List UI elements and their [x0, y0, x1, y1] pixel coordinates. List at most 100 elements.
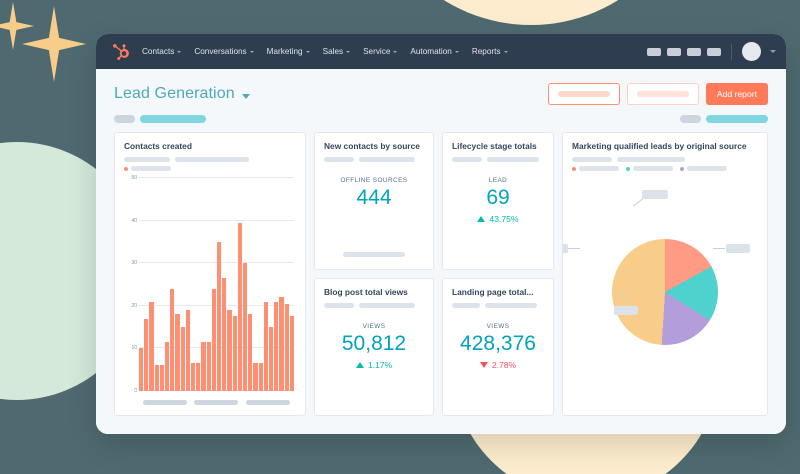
card-title: Contacts created [124, 141, 192, 151]
chart-bar[interactable] [274, 301, 279, 391]
nav-item-service[interactable]: Service [363, 47, 398, 56]
pie-label-placeholder-bottom [614, 306, 638, 315]
chart-bar[interactable] [165, 342, 170, 391]
nav-item-automation[interactable]: Automation [410, 47, 459, 56]
x-label-placeholder [194, 400, 239, 405]
chart-gridline [139, 304, 294, 306]
nav-action-placeholder-4[interactable] [707, 47, 721, 56]
button-label-placeholder [636, 91, 689, 97]
legend-item[interactable] [626, 166, 673, 171]
card-mql-by-original-source[interactable]: Marketing qualified leads by original so… [562, 132, 768, 416]
chevron-down-icon [177, 50, 182, 53]
dashboard-grid: Contacts created 0 10 20 30 40 50 [114, 132, 768, 434]
nav-item-label: Automation [410, 47, 452, 56]
filter-group-right[interactable] [680, 115, 768, 123]
legend-item[interactable] [572, 166, 619, 171]
chart-bar[interactable] [175, 314, 180, 391]
chart-bar[interactable] [180, 327, 185, 391]
page-title-row: Lead Generation Add report [114, 69, 768, 115]
chart-bar[interactable] [211, 288, 217, 391]
chart-bar[interactable] [237, 222, 243, 391]
nav-item-contacts[interactable]: Contacts [142, 47, 182, 56]
chart-bar[interactable] [139, 348, 144, 391]
card-landing-page-total-views[interactable]: Landing page total... VIEWS 428,376 2.78… [442, 278, 554, 416]
card-subtitle-placeholder [572, 157, 758, 162]
chart-bar[interactable] [232, 316, 237, 391]
secondary-action-button-1[interactable] [547, 83, 620, 105]
kpi-footer-placeholder [343, 252, 405, 257]
chart-bar[interactable] [154, 365, 159, 391]
kpi-delta-value: 43.75% [489, 214, 519, 225]
chart-bar[interactable] [206, 342, 211, 391]
chart-y-tick: 20 [131, 302, 137, 309]
nav-item-list: Contacts Conversations Marketing Sales S… [142, 47, 508, 56]
chart-bar[interactable] [263, 301, 269, 391]
nav-item-marketing[interactable]: Marketing [267, 47, 310, 56]
chart-bar[interactable] [248, 314, 253, 391]
chart-gridline [139, 347, 294, 349]
chart-bar[interactable] [243, 263, 248, 391]
chart-bar[interactable] [144, 318, 149, 391]
card-title: Lifecycle stage totals [452, 141, 537, 151]
secondary-action-button-2[interactable] [626, 83, 699, 105]
placeholder-bar [452, 157, 482, 162]
placeholder-bar [324, 157, 354, 162]
placeholder-bar [324, 303, 354, 308]
card-lifecycle-stage-totals[interactable]: Lifecycle stage totals LEAD 69 43.75% [442, 132, 554, 270]
hubspot-sprocket-icon[interactable] [110, 42, 130, 62]
chart-bar[interactable] [217, 241, 222, 391]
chart-bar[interactable] [159, 365, 165, 391]
chevron-down-icon[interactable] [241, 93, 250, 99]
chart-bar[interactable] [196, 363, 201, 391]
avatar[interactable] [742, 42, 761, 61]
nav-item-reports[interactable]: Reports [472, 47, 508, 56]
chart-bar[interactable] [191, 363, 196, 391]
filter-label-placeholder [114, 115, 135, 123]
card-contacts-created[interactable]: Contacts created 0 10 20 30 40 50 [114, 132, 306, 416]
card-new-contacts-by-source[interactable]: New contacts by source OFFLINE SOURCES 4… [314, 132, 434, 270]
legend-item[interactable] [124, 166, 171, 171]
filter-value-placeholder[interactable] [706, 115, 768, 123]
kpi-value: 69 [486, 186, 510, 209]
chart-bar[interactable] [201, 342, 206, 391]
chart-bar[interactable] [253, 363, 258, 391]
placeholder-bar [617, 157, 685, 162]
add-report-button[interactable]: Add report [705, 83, 768, 105]
card-blog-post-total-views[interactable]: Blog post total views VIEWS 50,812 1.17% [314, 278, 434, 416]
nav-item-sales[interactable]: Sales [323, 47, 351, 56]
placeholder-bar [452, 303, 480, 308]
nav-action-placeholder-3[interactable] [687, 47, 701, 56]
chart-bar[interactable] [269, 327, 274, 391]
card-subtitle-placeholder [452, 303, 537, 308]
filter-label-placeholder [680, 115, 701, 123]
decorative-sparkle-large-icon [22, 6, 86, 82]
chevron-down-icon[interactable] [770, 50, 776, 53]
chart-bar[interactable] [149, 301, 154, 391]
chart-y-tick: 40 [131, 217, 137, 224]
chart-bar[interactable] [289, 316, 295, 391]
nav-item-label: Reports [471, 47, 501, 56]
chart-bar[interactable] [170, 288, 175, 391]
legend-label-placeholder [131, 166, 171, 171]
nav-action-placeholder-2[interactable] [667, 47, 681, 56]
chart-bar[interactable] [258, 363, 263, 391]
chevron-down-icon [346, 50, 351, 53]
nav-item-label: Contacts [142, 47, 175, 56]
bar-chart: 0 10 20 30 40 50 [124, 175, 296, 407]
nav-action-placeholder-1[interactable] [647, 47, 661, 56]
kpi-value: 444 [356, 186, 392, 209]
filter-group-left[interactable] [114, 115, 206, 123]
chart-bar[interactable] [185, 310, 191, 391]
kpi-delta: 1.17% [355, 360, 392, 370]
chart-bar[interactable] [279, 297, 284, 391]
filter-value-placeholder[interactable] [140, 115, 206, 123]
card-subtitle-placeholder [124, 157, 296, 162]
legend-item[interactable] [680, 166, 727, 171]
chart-bar[interactable] [222, 278, 227, 391]
kpi-delta: 43.75% [477, 214, 519, 225]
nav-item-conversations[interactable]: Conversations [194, 47, 254, 56]
x-label-placeholder [142, 400, 187, 405]
chart-bar[interactable] [227, 310, 232, 391]
pie-label-placeholder-right [726, 244, 750, 253]
chart-bar[interactable] [284, 303, 289, 391]
